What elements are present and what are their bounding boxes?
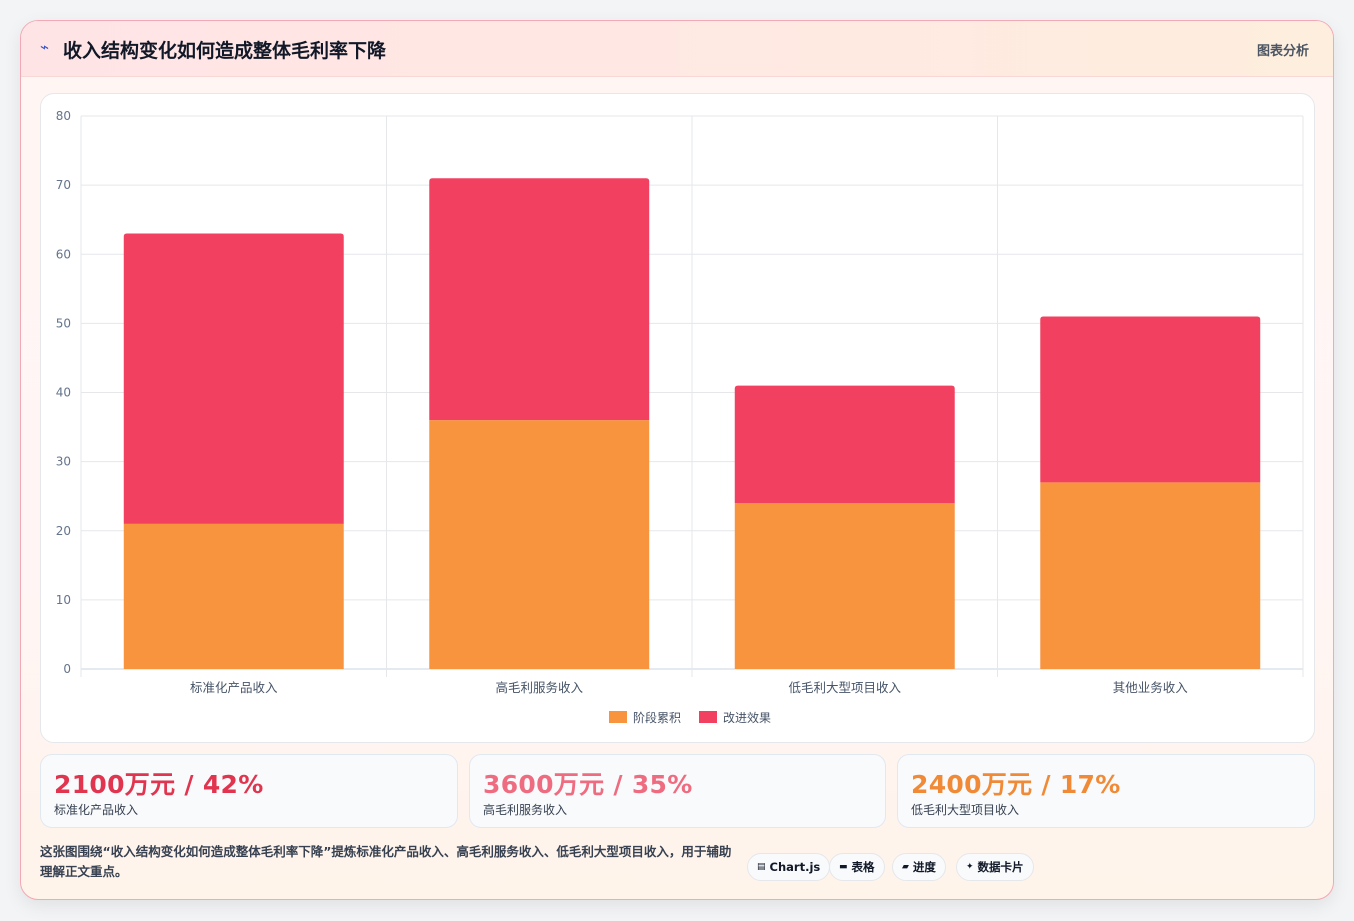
chip-chartjs[interactable]: ▤ Chart.js — [747, 853, 831, 881]
chart-analysis-tag: 图表分析 — [1256, 44, 1309, 59]
table-icon: ▬ — [839, 862, 848, 872]
stat-value: 2100万元 / 42% — [54, 770, 264, 799]
chart-description: 这张图围绕“收入结构变化如何造成整体毛利率下降”提炼标准化产品收入、高毛利服务收… — [40, 844, 732, 879]
legend-label[interactable]: 阶段累积 — [633, 710, 681, 725]
stat-label: 低毛利大型项目收入 — [911, 803, 1020, 817]
bar-segment — [1040, 482, 1261, 669]
stacked-bar-chart: 0 10 20 30 40 50 60 70 80 标准化产品收入 高毛利服务收入 低毛利大型项目收入… — [56, 109, 1304, 725]
chip-label: 数据卡片 — [977, 860, 1024, 874]
stat-label: 标准化产品收入 — [54, 803, 139, 817]
stat-value: 3600万元 / 35% — [483, 770, 693, 799]
chip-data-card[interactable]: ✦ 数据卡片 — [956, 853, 1034, 881]
chart-legend: 阶段累积 改进效果 — [609, 710, 771, 725]
y-tick-label: 70 — [56, 178, 71, 192]
bar-segment — [123, 523, 344, 669]
legend-swatch — [699, 711, 717, 723]
chip-label: Chart.js — [769, 860, 821, 874]
y-tick-label: 60 — [56, 247, 71, 261]
stat-value: 2400万元 / 17% — [911, 770, 1121, 799]
sparkle-icon: ✦ — [966, 862, 974, 872]
legend-swatch — [609, 711, 627, 723]
x-tick-label: 低毛利大型项目收入 — [788, 680, 901, 695]
x-tick-label: 其他业务收入 — [1113, 680, 1189, 695]
bar-segment — [734, 503, 955, 669]
chart-icon: ▤ — [757, 862, 766, 872]
lightning-icon: ⌁ — [40, 38, 50, 56]
card-header: ⌁ 收入结构变化如何造成整体毛利率下降 图表分析 — [21, 21, 1333, 77]
chip-label: 表格 — [851, 860, 875, 874]
stat-card-low-margin-project: 2400万元 / 17% 低毛利大型项目收入 — [897, 754, 1315, 828]
chip-progress[interactable]: ▰ 进度 — [892, 853, 946, 881]
chart-card: ⌁ 收入结构变化如何造成整体毛利率下降 图表分析 0 10 20 30 40 50 60 70… — [20, 20, 1334, 900]
y-tick-label: 10 — [56, 593, 71, 607]
card-title: 收入结构变化如何造成整体毛利率下降 — [63, 40, 387, 62]
y-tick-label: 50 — [56, 316, 71, 330]
y-tick-label: 40 — [56, 386, 71, 400]
x-tick-label: 高毛利服务收入 — [495, 680, 583, 695]
progress-icon: ▰ — [902, 862, 909, 872]
chip-table[interactable]: ▬ 表格 — [829, 853, 885, 881]
chart-panel: 0 10 20 30 40 50 60 70 80 标准化产品收入 高毛利服务收入 低毛利大型项目收入… — [40, 93, 1315, 743]
y-tick-label: 30 — [56, 455, 71, 469]
stat-card-high-margin-service: 3600万元 / 35% 高毛利服务收入 — [469, 754, 886, 828]
bar-segment — [429, 420, 650, 669]
y-tick-label: 80 — [56, 109, 71, 123]
bar-segment — [123, 233, 344, 524]
chip-label: 进度 — [912, 860, 936, 874]
bar-segment — [734, 385, 955, 504]
y-tick-label: 0 — [63, 662, 71, 676]
bar-segment — [1040, 316, 1261, 483]
stat-card-standard-product: 2100万元 / 42% 标准化产品收入 — [40, 754, 458, 828]
x-tick-label: 标准化产品收入 — [190, 680, 278, 695]
stat-label: 高毛利服务收入 — [483, 803, 568, 817]
bar-segment — [429, 178, 650, 421]
y-tick-label: 20 — [56, 524, 71, 538]
legend-label[interactable]: 改进效果 — [723, 710, 771, 725]
